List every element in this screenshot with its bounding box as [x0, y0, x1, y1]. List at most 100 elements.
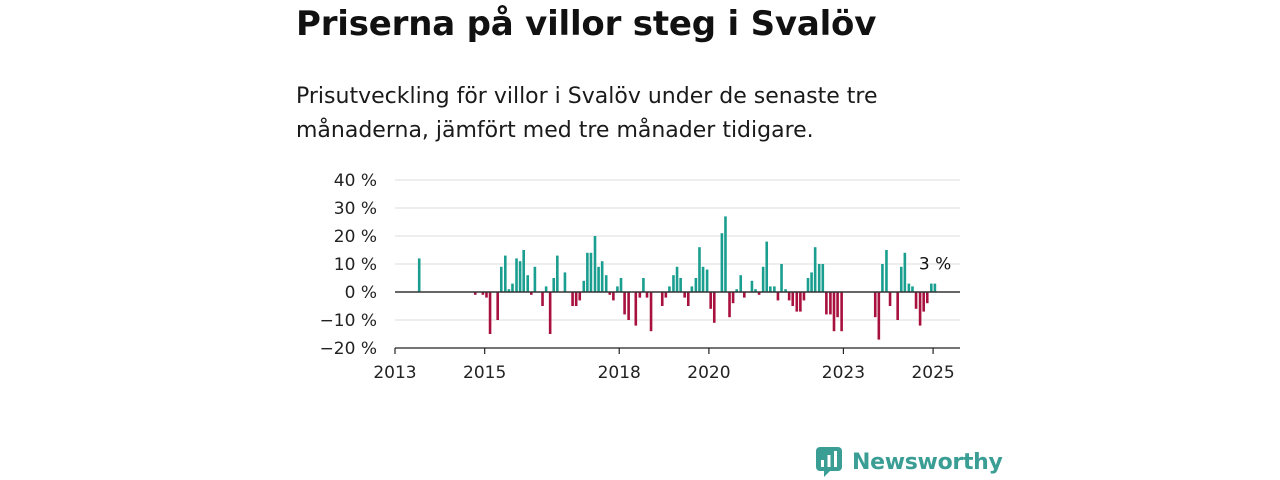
y-tick-label: 0 % — [345, 283, 377, 303]
chart-title: Priserna på villor steg i Svalöv — [296, 4, 877, 44]
bar — [780, 264, 783, 292]
bar — [698, 247, 701, 292]
bar — [668, 286, 671, 292]
bar — [574, 292, 578, 306]
annotations: 3 % — [919, 255, 951, 275]
last-value-label: 3 % — [919, 255, 951, 275]
bar — [672, 275, 675, 292]
bar — [914, 292, 918, 309]
bar — [765, 241, 769, 292]
bar — [608, 292, 612, 295]
bar — [903, 252, 907, 292]
x-tick-label: 2015 — [463, 363, 506, 383]
bar — [544, 286, 548, 292]
bar — [645, 292, 649, 298]
bar — [739, 275, 743, 292]
bar — [832, 292, 836, 332]
bar — [660, 292, 664, 306]
x-tick-label: 2020 — [687, 363, 730, 383]
y-tick-label: 30 % — [334, 199, 377, 219]
bar — [840, 292, 843, 332]
bar — [731, 292, 735, 304]
bar — [791, 292, 795, 306]
bar — [705, 269, 709, 292]
bar — [586, 252, 589, 292]
bar — [593, 236, 597, 292]
bar — [552, 278, 556, 292]
bar — [496, 292, 499, 320]
bar — [701, 266, 705, 292]
y-tick-label: −10 % — [320, 311, 377, 331]
bar — [563, 272, 567, 292]
bar — [896, 292, 899, 320]
bar — [918, 292, 922, 326]
bar — [623, 292, 626, 315]
newsworthy-logo-icon — [816, 447, 842, 477]
bar — [578, 292, 582, 301]
bar — [709, 292, 712, 309]
bar — [619, 278, 623, 292]
bar — [754, 289, 757, 292]
x-tick-label: 2018 — [598, 363, 641, 383]
bar — [634, 292, 638, 326]
bar — [930, 283, 933, 292]
bar — [813, 247, 817, 292]
bar — [873, 292, 877, 318]
bar — [679, 278, 682, 292]
bar — [604, 275, 608, 292]
bar — [526, 275, 530, 292]
bar — [417, 258, 421, 292]
bar — [925, 292, 929, 304]
bar — [499, 266, 503, 292]
y-tick-label: 40 % — [334, 171, 377, 191]
bar — [683, 292, 686, 298]
chart-subtitle: Prisutveckling för villor i Svalöv under… — [296, 84, 878, 143]
bar — [776, 292, 780, 301]
y-tick-label: 10 % — [334, 255, 377, 275]
bar — [825, 292, 828, 315]
bar — [885, 250, 888, 292]
bar — [548, 292, 552, 334]
bar — [728, 292, 731, 318]
gridlines — [395, 179, 960, 349]
bar — [724, 216, 727, 292]
bar — [720, 233, 724, 292]
bar — [530, 292, 533, 295]
bar — [712, 292, 716, 323]
bar — [806, 278, 810, 292]
bars — [417, 216, 937, 340]
bar — [907, 283, 911, 292]
bar — [922, 292, 925, 312]
bar — [881, 264, 884, 292]
y-tick-label: −20 % — [320, 339, 377, 359]
bar — [504, 255, 507, 292]
bar — [515, 258, 518, 292]
bar — [877, 292, 881, 340]
bar — [627, 292, 630, 320]
bar — [675, 266, 679, 292]
bar — [810, 272, 813, 292]
bar — [649, 292, 653, 332]
bar — [518, 261, 522, 292]
bar — [761, 266, 765, 292]
bar — [821, 264, 825, 292]
bar — [836, 292, 839, 318]
bar — [541, 292, 544, 306]
bar — [743, 292, 746, 298]
bar — [582, 280, 586, 292]
bar — [638, 292, 642, 298]
bar — [485, 292, 488, 298]
x-tick-label: 2013 — [373, 363, 416, 383]
bar — [829, 292, 832, 315]
bar — [600, 261, 604, 292]
bar — [888, 292, 892, 306]
bar — [911, 286, 914, 292]
y-axis-tick-labels: −20 % −10 % 0 % 10 % 20 % 30 % 40 % — [320, 171, 377, 359]
bar — [787, 292, 791, 301]
bar — [642, 278, 645, 292]
brand-logo[interactable]: Newsworthy — [816, 446, 1003, 478]
bar — [664, 292, 668, 298]
x-tick-label: 2025 — [911, 363, 954, 383]
x-axis-tick-labels: 2013 2015 2018 2020 2023 2025 — [373, 348, 955, 383]
